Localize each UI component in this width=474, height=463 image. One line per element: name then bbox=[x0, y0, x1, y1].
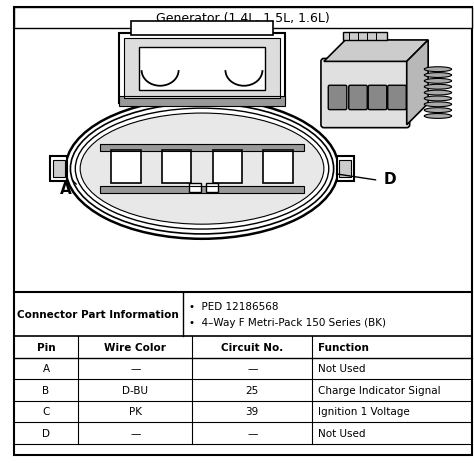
Ellipse shape bbox=[424, 114, 452, 119]
FancyBboxPatch shape bbox=[368, 86, 387, 110]
Bar bbox=[100, 187, 304, 194]
Ellipse shape bbox=[424, 97, 452, 102]
Text: B: B bbox=[43, 385, 50, 395]
Bar bbox=[100, 187, 304, 194]
Ellipse shape bbox=[424, 74, 452, 78]
Bar bbox=[119, 97, 285, 107]
Ellipse shape bbox=[424, 108, 452, 113]
Bar bbox=[119, 97, 285, 107]
Text: —: — bbox=[130, 363, 140, 374]
Text: Connector Part Information: Connector Part Information bbox=[17, 310, 179, 319]
Text: Pin: Pin bbox=[37, 342, 55, 352]
Bar bbox=[100, 145, 304, 152]
Ellipse shape bbox=[75, 109, 329, 230]
Text: —: — bbox=[247, 428, 257, 438]
Polygon shape bbox=[343, 33, 387, 41]
Text: Generator (1.4L, 1.5L, 1.6L): Generator (1.4L, 1.5L, 1.6L) bbox=[156, 12, 330, 25]
Text: —: — bbox=[247, 363, 257, 374]
Text: C: C bbox=[42, 407, 50, 416]
Text: •  PED 12186568: • PED 12186568 bbox=[189, 301, 279, 312]
Text: A: A bbox=[60, 181, 72, 196]
Text: Not Used: Not Used bbox=[318, 363, 365, 374]
FancyBboxPatch shape bbox=[349, 86, 367, 110]
Ellipse shape bbox=[424, 68, 452, 72]
Ellipse shape bbox=[65, 99, 338, 239]
Ellipse shape bbox=[424, 79, 452, 84]
Bar bbox=[131, 22, 273, 36]
Text: Ignition 1 Voltage: Ignition 1 Voltage bbox=[318, 407, 410, 416]
Text: Function: Function bbox=[318, 342, 369, 352]
FancyBboxPatch shape bbox=[321, 59, 410, 128]
Polygon shape bbox=[324, 41, 428, 62]
Text: D-BU: D-BU bbox=[122, 385, 148, 395]
Bar bbox=[213, 151, 242, 184]
Text: Charge Indicator Signal: Charge Indicator Signal bbox=[318, 385, 441, 395]
Bar bbox=[119, 34, 285, 104]
Bar bbox=[124, 39, 280, 99]
Bar bbox=[189, 184, 201, 193]
Text: Not Used: Not Used bbox=[318, 428, 365, 438]
Bar bbox=[264, 151, 292, 184]
Bar bbox=[339, 161, 351, 178]
Text: Wire Color: Wire Color bbox=[104, 342, 166, 352]
Ellipse shape bbox=[71, 104, 334, 234]
Text: 39: 39 bbox=[246, 407, 259, 416]
Ellipse shape bbox=[424, 103, 452, 107]
Bar bbox=[206, 184, 218, 193]
Bar bbox=[53, 161, 64, 178]
Text: •  4–Way F Metri-Pack 150 Series (BK): • 4–Way F Metri-Pack 150 Series (BK) bbox=[189, 317, 386, 327]
Bar bbox=[14, 8, 472, 29]
Text: PK: PK bbox=[129, 407, 142, 416]
Bar bbox=[50, 156, 67, 182]
Text: A: A bbox=[43, 363, 50, 374]
Bar bbox=[139, 48, 265, 90]
Polygon shape bbox=[407, 41, 428, 125]
Text: —: — bbox=[130, 428, 140, 438]
FancyBboxPatch shape bbox=[388, 86, 406, 110]
Ellipse shape bbox=[424, 91, 452, 96]
Bar bbox=[111, 151, 141, 184]
Ellipse shape bbox=[80, 114, 324, 225]
Bar bbox=[337, 156, 354, 182]
Bar bbox=[100, 145, 304, 152]
Text: 25: 25 bbox=[246, 385, 259, 395]
Text: Circuit No.: Circuit No. bbox=[221, 342, 283, 352]
Text: D: D bbox=[384, 171, 396, 187]
Bar bbox=[162, 151, 191, 184]
Text: D: D bbox=[42, 428, 50, 438]
Ellipse shape bbox=[424, 85, 452, 90]
FancyBboxPatch shape bbox=[328, 86, 347, 110]
